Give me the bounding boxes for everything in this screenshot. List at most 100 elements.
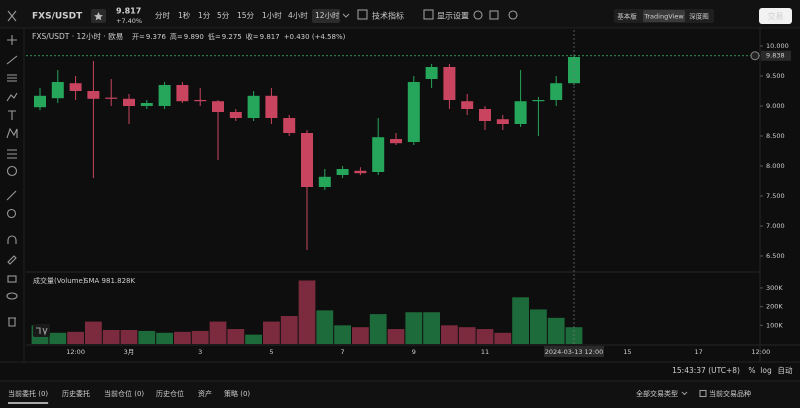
candle-body [550,83,563,101]
emoji-tool[interactable] [6,165,18,177]
volume-bar [334,325,351,344]
bottom-panel [0,381,800,408]
candle-body [140,103,153,107]
bottom-tab[interactable]: 当前仓位 (0) [104,389,144,398]
x-tick-label: 12:00 [66,348,85,356]
type-filter[interactable]: 全部交易类型 [636,389,678,398]
zoom-tool[interactable] [6,208,17,219]
interval-tab[interactable]: 4小时 [288,10,308,20]
line-tool[interactable] [6,55,18,65]
clock: 15:43:37 (UTC+8) [672,366,740,375]
gear-button[interactable] [473,10,483,20]
interval-tab[interactable]: 1小时 [262,10,282,20]
delete-tool[interactable] [8,317,16,327]
interval-tab[interactable]: 1分 [198,11,211,20]
volume-bar [156,332,173,344]
pencil-tool[interactable] [7,255,17,265]
volume-sma-label: SMA 9 [84,277,106,285]
trade-button[interactable] [759,8,792,24]
ohlc-label: 收= [246,32,259,41]
fullscreen-button[interactable] [489,10,499,20]
interval-tab[interactable]: 15分 [237,11,255,20]
auto-toggle[interactable]: 自动 [778,365,793,375]
view-selected-bg [643,10,685,22]
camera-button[interactable] [508,10,518,20]
candle-body [514,101,527,125]
crosshair-time-box [544,346,604,357]
candle-body [443,67,456,101]
last-price: 9.817 [116,7,141,16]
interval-tab[interactable]: 分时 [155,10,170,20]
current-symbol-filter[interactable]: 当前交易品种 [709,389,751,398]
forecast-tool[interactable] [7,149,17,159]
ohlc-value: 9.376 [146,33,167,41]
volume-tick-label: 100K [766,321,783,329]
bottom-tab[interactable]: 当前委托 (0) [8,389,48,398]
volume-title: 成交量(Volume) [33,276,86,285]
more-intervals[interactable] [342,13,350,18]
view-tab[interactable]: 深度图 [689,12,709,21]
lock-tool[interactable] [7,275,17,283]
tv-logo [33,324,50,337]
volume-bar [120,329,138,344]
y-tick-label: 7.000 [766,222,785,230]
interval-selected-bg [312,9,340,23]
add-alert-button[interactable] [750,51,760,61]
bottom-tab[interactable]: 策略 (0) [224,389,250,398]
pattern-tool[interactable] [6,127,18,139]
candle-body [87,91,100,99]
interval-tab[interactable]: 12小时 [315,10,340,20]
candle-body [176,85,189,102]
brush-tool[interactable] [6,92,18,102]
drawing-toolbar [6,35,18,327]
candle-body [212,101,224,113]
crosshair-tool[interactable] [7,35,17,45]
tv-logo-mark [36,327,48,336]
symbol[interactable]: FXS/USDT [32,12,83,22]
log-toggle[interactable]: log [760,366,772,375]
candle-body [158,85,171,107]
x-tick-label: 3 [198,348,202,356]
checkbox[interactable] [699,389,707,398]
interval-tab[interactable]: 5分 [217,11,230,20]
candle-body [283,118,296,134]
ohlc-label: 高= [170,32,183,41]
ohlc-value: 9.817 [260,33,280,41]
bottom-tab[interactable]: 历史仓位 [156,389,184,398]
candle-body [407,82,420,143]
display-settings[interactable]: 显示设置 [437,11,469,21]
y-tick-label: 7.500 [766,192,785,200]
candle-body [229,112,242,119]
bottom-tab[interactable]: 历史委托 [62,389,90,398]
candle-body [532,100,545,102]
x-tick-label: 17 [694,348,702,356]
x-tick-label: 9 [412,348,416,356]
volume-bar [512,297,529,344]
volume-bar [476,329,494,344]
magnet-tool[interactable] [7,235,17,244]
fib-tool[interactable] [7,74,17,82]
view-tab[interactable]: 基本版 [617,12,637,21]
percent-toggle[interactable]: % [748,366,755,375]
visibility-tool[interactable] [6,292,18,300]
view-tab[interactable]: TradingView [643,13,684,21]
bottom-tab[interactable]: 资产 [198,389,212,398]
volume-bar [245,334,262,344]
candle-body [34,95,46,108]
volume-tick-label: 300K [766,284,783,292]
trade-button-label[interactable]: 交易 [768,11,784,21]
candle-body [194,100,207,102]
measure-tool[interactable] [6,190,17,201]
text-tool[interactable] [8,110,16,120]
interval-tab[interactable]: 1秒 [178,10,191,20]
candle-body [354,170,367,174]
x-tick-label: 3月 [124,348,135,356]
star-icon [94,12,103,21]
type-filter-caret [681,391,688,396]
indicators[interactable]: 技术指标 [372,11,404,21]
volume-bar [191,330,209,344]
x-tick-label: 11 [481,348,489,356]
